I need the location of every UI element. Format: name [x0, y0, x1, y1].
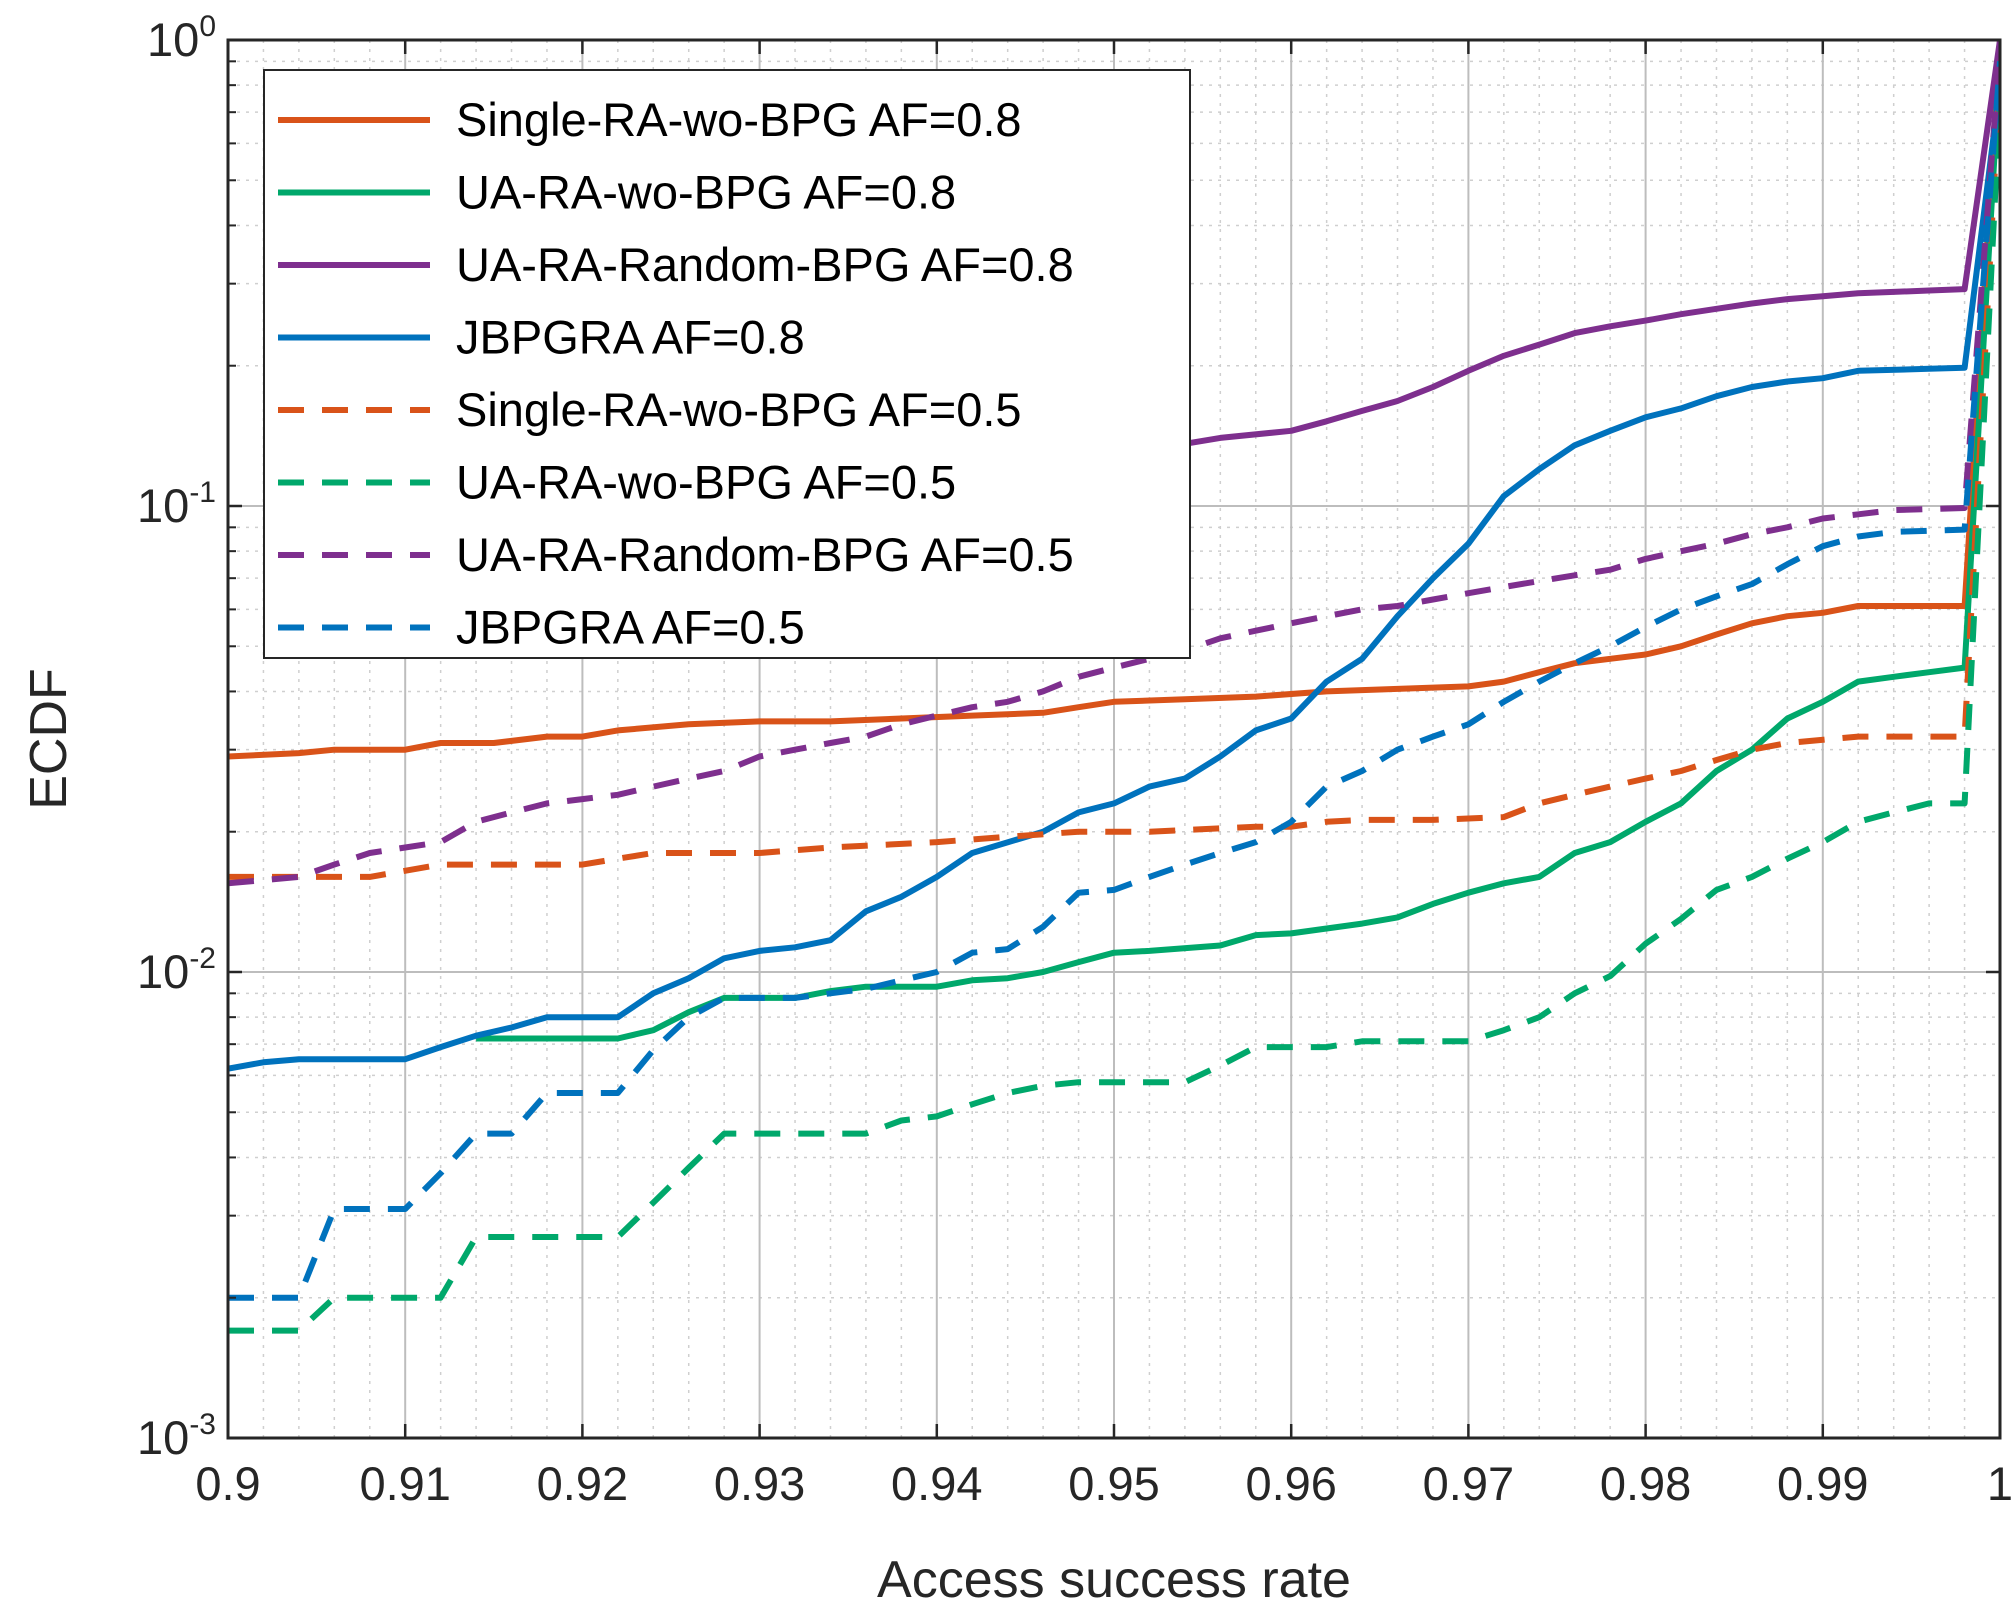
y-tick-base: 10: [147, 13, 199, 66]
x-tick-label: 0.97: [1423, 1457, 1514, 1510]
y-axis-label: ECDF: [20, 668, 78, 810]
series-lines: [228, 40, 2000, 1334]
y-tick-label: 100: [147, 10, 216, 66]
x-tick-label: 0.99: [1777, 1457, 1868, 1510]
legend-label-8: JBPGRA AF=0.5: [456, 601, 805, 654]
series-line-6: [228, 98, 2000, 1334]
x-tick-label: 0.91: [359, 1457, 450, 1510]
x-axis-label: Access success rate: [877, 1551, 1351, 1609]
legend-label-1: Single-RA-wo-BPG AF=0.8: [456, 93, 1022, 146]
y-tick-exponent: -3: [189, 1408, 216, 1441]
minor-grid: [228, 40, 2000, 1438]
tick-marks: [226, 38, 2002, 1440]
y-tick-exponent: -1: [189, 476, 216, 509]
legend-label-2: UA-RA-wo-BPG AF=0.8: [456, 166, 956, 219]
y-tick-label: 10-2: [137, 942, 216, 998]
legend: Single-RA-wo-BPG AF=0.8 UA-RA-wo-BPG AF=0…: [263, 69, 1191, 659]
legend-label-6: UA-RA-wo-BPG AF=0.5: [456, 456, 956, 509]
y-tick-label: 10-1: [137, 476, 216, 532]
x-tick-label: 0.98: [1600, 1457, 1691, 1510]
x-tick-label: 0.94: [891, 1457, 982, 1510]
series-line-5: [228, 72, 2000, 880]
y-tick-base: 10: [137, 1411, 189, 1464]
y-tick-base: 10: [137, 945, 189, 998]
x-tick-label: 0.92: [537, 1457, 628, 1510]
legend-label-3: UA-RA-Random-BPG AF=0.8: [456, 238, 1074, 291]
y-tick-exponent: -2: [189, 942, 216, 975]
x-tick-label: 0.9: [195, 1457, 260, 1510]
series-line-4: [228, 84, 2000, 1072]
legend-box: [263, 69, 1191, 659]
x-tick-label: 0.96: [1245, 1457, 1336, 1510]
legend-label-5: Single-RA-wo-BPG AF=0.5: [456, 383, 1022, 436]
series-line-7: [228, 50, 2000, 887]
x-tick-label: 0.93: [714, 1457, 805, 1510]
plot-area: [228, 40, 2000, 1334]
x-tick-label: 0.95: [1068, 1457, 1159, 1510]
legend-label-4: JBPGRA AF=0.8: [456, 311, 805, 364]
y-tick-label: 10-3: [137, 1408, 216, 1464]
y-tick-exponent: 0: [199, 10, 216, 43]
series-line-8: [228, 61, 2000, 1301]
series-line-1: [228, 40, 2000, 760]
y-tick-base: 10: [137, 479, 189, 532]
x-tick-label: 1: [1987, 1457, 2013, 1510]
legend-label-7: UA-RA-Random-BPG AF=0.5: [456, 528, 1074, 581]
x-tick-labels: 0.9 0.91 0.92 0.93 0.94 0.95 0.96 0.97 0.98 0.99 1: [195, 1457, 2013, 1510]
series-line-3: [1078, 40, 2000, 464]
